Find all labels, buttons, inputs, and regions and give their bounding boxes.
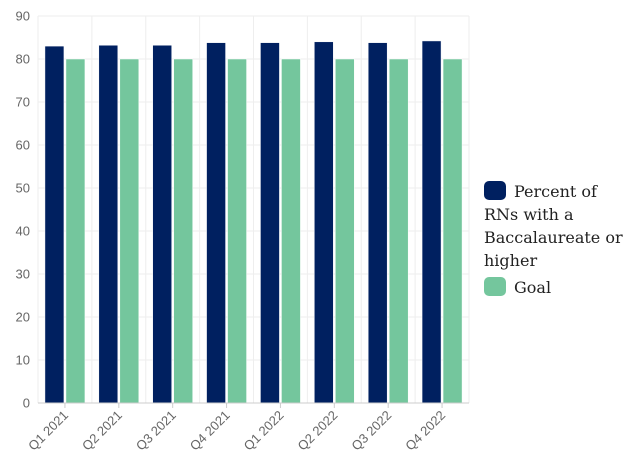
bar-goal bbox=[227, 58, 247, 404]
bar-percent bbox=[152, 44, 172, 404]
bar-percent bbox=[314, 41, 334, 404]
y-tick-label: 70 bbox=[16, 95, 30, 110]
y-tick-label: 90 bbox=[16, 9, 30, 24]
legend-label-series-1: Goal bbox=[514, 278, 552, 297]
legend-item-series-0[interactable]: Percent of RNs with a Baccalaureate or h… bbox=[484, 180, 624, 272]
bar-goal bbox=[442, 58, 463, 404]
y-tick-label: 20 bbox=[16, 310, 30, 325]
x-axis: Q1 2021 Q2 2021 Q3 2021 Q4 2021 Q1 2022 Q2 20… bbox=[25, 402, 469, 454]
legend: Percent of RNs with a Baccalaureate or h… bbox=[484, 180, 624, 303]
bars bbox=[44, 40, 463, 404]
x-tick-label: Q3 2021 bbox=[133, 408, 179, 454]
y-tick-label: 80 bbox=[16, 52, 30, 67]
legend-item-series-1[interactable]: Goal bbox=[484, 276, 624, 299]
legend-label-series-0: Percent of RNs with a Baccalaureate or h… bbox=[484, 182, 623, 270]
y-tick-label: 10 bbox=[16, 353, 30, 368]
bar-goal bbox=[335, 58, 355, 404]
x-tick-label: Q2 2021 bbox=[79, 408, 125, 454]
y-tick-label: 50 bbox=[16, 181, 30, 196]
legend-swatch-series-1 bbox=[484, 277, 506, 296]
bar-percent bbox=[421, 40, 442, 404]
bar-goal bbox=[173, 58, 193, 404]
x-tick-label: Q3 2022 bbox=[348, 408, 394, 454]
bar-goal bbox=[281, 58, 301, 404]
bar-goal bbox=[388, 58, 409, 404]
bar-percent bbox=[44, 45, 65, 404]
x-tick-label: Q4 2022 bbox=[402, 408, 448, 454]
bar-goal bbox=[65, 58, 86, 404]
bar-percent bbox=[367, 42, 388, 404]
y-tick-label: 60 bbox=[16, 138, 30, 153]
x-tick-label: Q1 2021 bbox=[25, 408, 71, 454]
y-tick-label: 30 bbox=[16, 267, 30, 282]
bar-percent bbox=[206, 42, 226, 404]
y-tick-label: 0 bbox=[23, 396, 30, 411]
y-axis: 0 10 20 30 40 50 60 70 80 90 bbox=[16, 9, 30, 411]
x-tick-label: Q2 2022 bbox=[295, 408, 341, 454]
bar-percent bbox=[98, 44, 119, 404]
y-tick-label: 40 bbox=[16, 224, 30, 239]
bar-percent bbox=[260, 42, 280, 404]
x-tick-label: Q1 2022 bbox=[241, 408, 287, 454]
legend-swatch-series-0 bbox=[484, 181, 506, 200]
x-tick-label: Q4 2021 bbox=[187, 408, 233, 454]
bar-goal bbox=[119, 58, 140, 404]
